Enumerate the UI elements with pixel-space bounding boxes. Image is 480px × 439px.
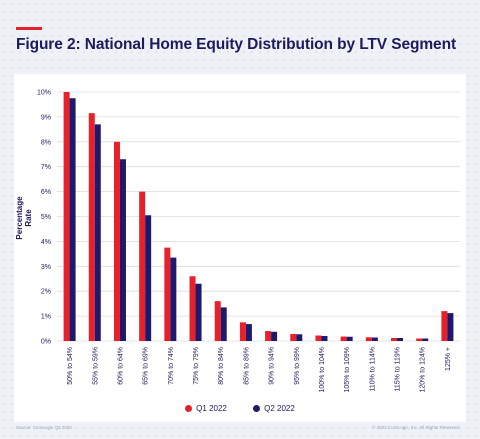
x-tick-label: 75% to 79% <box>193 347 200 385</box>
y-tick-label: 4% <box>41 239 51 246</box>
y-tick-label: 2% <box>41 289 51 296</box>
bar-q1 <box>290 334 297 341</box>
x-tick-label: 110% to 114% <box>369 347 376 392</box>
bar-q1 <box>189 276 196 341</box>
x-tick-label: 55% to 59% <box>92 347 99 385</box>
x-tick-label: 80% to 84% <box>218 347 225 385</box>
bar-q1 <box>340 336 347 341</box>
bar-q2 <box>397 338 404 341</box>
bar-q1 <box>214 301 221 341</box>
y-tick-label: 0% <box>41 339 51 346</box>
y-axis-label: Percentage Rate <box>15 196 33 240</box>
bar-q2 <box>271 331 278 341</box>
y-tick-label: 1% <box>41 314 51 321</box>
bar-q1 <box>391 338 398 341</box>
bar-q2 <box>422 338 429 341</box>
legend-item-q1: Q1 2022 <box>185 404 227 413</box>
bar-q2 <box>220 307 227 341</box>
x-tick-label: 100% to 104% <box>319 347 326 393</box>
copyright-note: © 2022 CoreLogic, Inc. All Rights Reserv… <box>372 425 460 430</box>
bar-q1 <box>139 191 146 341</box>
x-tick-label: 105% to 109% <box>344 347 351 393</box>
x-tick-label: 90% to 94% <box>269 347 276 385</box>
legend-label-q2: Q2 2022 <box>264 404 295 413</box>
bar-q2 <box>145 215 152 341</box>
bar-q1 <box>164 247 171 341</box>
bar-q2 <box>346 336 353 341</box>
bar-q2 <box>245 324 252 341</box>
chart-title: Figure 2: National Home Equity Distribut… <box>16 36 456 53</box>
x-tick-label: 125% + <box>445 347 452 371</box>
bar-q2 <box>69 98 76 341</box>
y-tick-label: 5% <box>41 214 51 221</box>
bar-q2 <box>371 337 378 341</box>
bar-q2 <box>170 257 177 341</box>
bar-q2 <box>195 283 202 341</box>
bar-q2 <box>296 334 303 341</box>
bar-q1 <box>265 331 272 341</box>
bar-q1 <box>239 322 246 341</box>
title-accent-bar <box>16 27 42 30</box>
y-tick-label: 3% <box>41 264 51 271</box>
bar-q2 <box>321 336 328 341</box>
y-tick-label: 9% <box>41 114 51 121</box>
y-tick-label: 7% <box>41 164 51 171</box>
x-tick-label: 70% to 74% <box>168 347 175 385</box>
bar-q2 <box>447 313 454 341</box>
bar-q1 <box>88 113 95 341</box>
bar-q1 <box>441 311 448 341</box>
y-tick-label: 6% <box>41 189 51 196</box>
x-tick-label: 120% to 124% <box>420 347 427 393</box>
bar-q1 <box>315 335 322 341</box>
x-tick-label: 65% to 69% <box>143 347 150 385</box>
x-tick-label: 60% to 64% <box>117 347 124 385</box>
bar-q1 <box>113 141 120 341</box>
y-tick-label: 8% <box>41 139 51 146</box>
source-note: Source: CoreLogic Q2 2022 <box>16 425 72 430</box>
bar-q1 <box>365 337 372 341</box>
bar-q1 <box>63 92 70 341</box>
x-tick-label: 50% to 54% <box>67 347 74 385</box>
bar-q1 <box>416 338 423 341</box>
x-tick-label: 95% to 99% <box>294 347 301 385</box>
legend-swatch-q1 <box>185 405 193 412</box>
bar-q2 <box>94 124 101 342</box>
legend: Q1 2022 Q2 2022 <box>0 404 480 413</box>
legend-label-q1: Q1 2022 <box>196 404 227 413</box>
x-tick-label: 85% to 89% <box>243 347 250 385</box>
y-tick-label: 10% <box>37 90 51 97</box>
legend-item-q2: Q2 2022 <box>253 404 295 413</box>
bar-q2 <box>119 159 126 341</box>
legend-swatch-q2 <box>253 405 261 412</box>
x-tick-label: 115% to 119% <box>395 347 402 392</box>
